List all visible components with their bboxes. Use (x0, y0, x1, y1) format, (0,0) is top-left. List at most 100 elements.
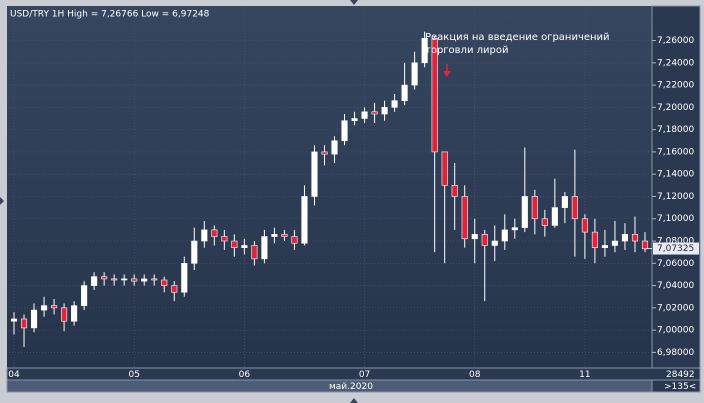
candle-body (101, 276, 108, 280)
candle-body (471, 234, 478, 240)
footer-panel (651, 379, 701, 393)
last-price-box (653, 242, 699, 255)
candle-body (561, 196, 568, 208)
x-tick-label: 11 (579, 370, 590, 380)
candle-body (351, 118, 358, 122)
candle-body (271, 234, 278, 237)
candle-body (161, 279, 168, 286)
candle-body (141, 278, 148, 282)
annotation: Реакция на введение ограничений (425, 32, 610, 43)
candle-body (181, 262, 188, 293)
candle-body (441, 151, 448, 186)
candle-body (321, 151, 328, 155)
candle-body (641, 240, 649, 250)
candle-body (241, 245, 248, 249)
candle-body (151, 278, 158, 281)
candle-body (541, 218, 548, 226)
scroll-marker (0, 197, 4, 205)
candle-body (201, 229, 208, 242)
chart-title: USD/TRY 1H High = 7,26766 Low = 6,97248 (10, 10, 210, 20)
y-tick-label: 6,98000 (657, 348, 694, 358)
candle-body (431, 38, 438, 153)
candle-body (251, 245, 258, 260)
candle-body (371, 111, 378, 115)
candle-body (311, 151, 318, 197)
candle-body (501, 229, 508, 242)
y-tick-label: 7,14000 (657, 170, 694, 180)
candle-body (41, 305, 48, 311)
candle-body (301, 196, 308, 244)
y-tick-label: 7,10000 (657, 214, 694, 224)
candle-body (491, 240, 498, 246)
candle-body (521, 196, 528, 228)
footer-count: 28492 (666, 370, 695, 380)
y-tick-label: 7,02000 (657, 303, 694, 313)
candle-body (171, 285, 178, 293)
candle-body (221, 236, 228, 242)
candle-body (111, 278, 118, 281)
candle-body (591, 231, 598, 249)
candle-body (211, 229, 218, 237)
y-tick-label: 7,20000 (657, 103, 694, 113)
candle-body (81, 285, 88, 306)
candle-body (331, 140, 338, 155)
candle-body (231, 240, 238, 249)
candles (10, 31, 649, 347)
candle-body (61, 307, 68, 322)
candle-body (291, 236, 298, 244)
x-tick-label: 04 (8, 370, 20, 380)
candle-body (451, 185, 458, 197)
y-tick-label: 7,00000 (657, 326, 694, 336)
candle-body (281, 234, 288, 237)
scroll-marker (350, 398, 358, 403)
x-tick-label: 08 (469, 370, 481, 380)
candle-body (461, 196, 468, 240)
candle-body (401, 84, 408, 101)
candle-body (261, 236, 268, 260)
candle-body (131, 278, 138, 282)
x-axis-panel (6, 367, 701, 381)
candle-body (581, 218, 588, 233)
candle-body (91, 276, 98, 286)
candle-body (621, 234, 629, 242)
candle-body (611, 240, 618, 246)
candle-body (511, 227, 518, 231)
footer-scale: >135< (664, 382, 696, 392)
candle-body (20, 318, 28, 329)
y-tick-label: 7,24000 (657, 58, 694, 68)
candle-body (341, 120, 348, 142)
candle-body (481, 234, 488, 246)
x-tick-label: 06 (239, 370, 251, 380)
scroll-marker (350, 0, 358, 5)
candle-body (531, 196, 538, 220)
y-tick-label: 7,06000 (657, 259, 694, 269)
y-tick-label: 7,16000 (657, 147, 694, 157)
candle-body (361, 111, 368, 119)
y-tick-label: 7,08000 (657, 237, 694, 247)
candle-body (10, 318, 18, 322)
candle-body (71, 305, 78, 322)
candle-body (121, 278, 128, 281)
y-tick-label: 7,26000 (657, 36, 694, 46)
candle-body (631, 234, 639, 242)
candle-body (30, 309, 38, 329)
y-tick-label: 7,04000 (657, 281, 694, 291)
annotation-arrow (443, 64, 451, 77)
annotation: торговли лирой (425, 45, 508, 56)
candle-body (381, 107, 388, 115)
candle-body (421, 38, 428, 64)
candle-body (51, 305, 58, 309)
candle-body (551, 207, 558, 226)
y-tick-label: 7,12000 (657, 192, 694, 202)
y-tick-label: 7,22000 (657, 81, 694, 91)
candle-body (391, 100, 398, 108)
y-tick-label: 7,18000 (657, 125, 694, 135)
x-tick-label: 05 (128, 370, 139, 380)
candle-body (601, 245, 608, 249)
candle-body (571, 196, 578, 220)
candle-body (411, 62, 418, 86)
month-label: май.2020 (329, 382, 373, 392)
last-price-label: 7,07325 (657, 244, 694, 254)
candle-body (191, 240, 198, 264)
